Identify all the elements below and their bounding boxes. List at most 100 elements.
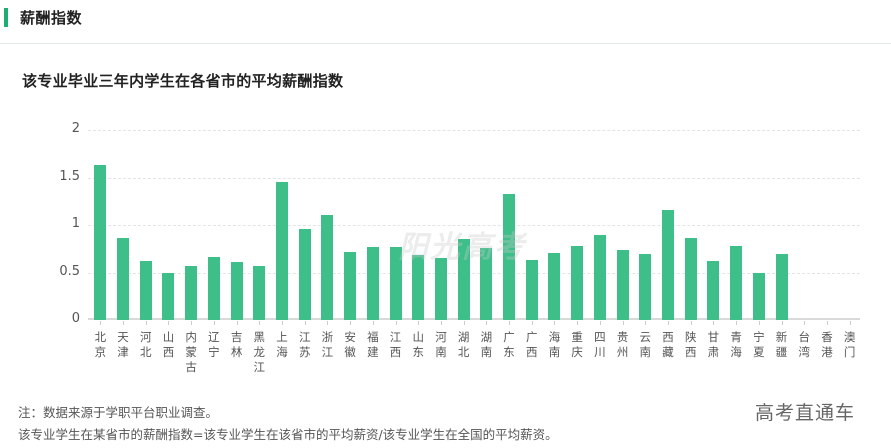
x-tick-label: 台湾 (798, 330, 810, 359)
x-tick-label: 安徽 (344, 330, 356, 359)
x-tick-label: 湖南 (480, 330, 493, 359)
x-tick-label: 山东 (412, 330, 424, 359)
x-tick-mark (168, 321, 170, 325)
x-tick-mark (531, 321, 533, 325)
x-tick-label: 陕西 (684, 330, 697, 359)
x-tick-mark (282, 321, 283, 325)
x-tick-mark (100, 321, 102, 325)
section-header: 薪酬指数 (0, 0, 891, 44)
bar[interactable] (707, 261, 720, 320)
bar[interactable] (366, 246, 379, 320)
gridline (88, 130, 860, 131)
bar[interactable] (593, 235, 606, 320)
x-tick-label: 黑龙江 (253, 330, 266, 374)
bar[interactable] (389, 246, 402, 320)
bar[interactable] (775, 254, 788, 320)
bar[interactable] (503, 193, 516, 320)
bar[interactable] (139, 261, 152, 320)
x-tick-mark (304, 321, 306, 325)
bar[interactable] (684, 238, 697, 320)
x-tick-mark (622, 321, 624, 325)
note-source: 注：数据来源于学职平台职业调查。 (18, 405, 219, 420)
bar[interactable] (662, 209, 674, 320)
y-tick-label: 2 (71, 121, 80, 136)
x-tick-mark (191, 321, 193, 325)
x-tick-label: 海南 (548, 330, 561, 359)
bar[interactable] (207, 257, 220, 320)
bar[interactable] (752, 272, 765, 320)
x-tick-label: 江西 (389, 330, 402, 359)
bar[interactable] (321, 214, 334, 320)
note-formula: 该专业学生在某省市的薪酬指数=该专业学生在该省市的平均薪资/该专业学生在全国的平… (18, 427, 558, 442)
bar[interactable] (117, 238, 130, 320)
bar[interactable] (730, 245, 743, 320)
x-tick-mark (509, 321, 511, 325)
x-tick-label: 广东 (503, 330, 515, 359)
y-tick-label: 0 (71, 311, 80, 326)
x-tick-label: 江苏 (298, 330, 311, 359)
x-tick-label: 内蒙古 (185, 330, 197, 374)
x-tick-mark (372, 321, 374, 325)
x-tick-mark (123, 321, 125, 325)
x-tick-label: 浙江 (321, 330, 334, 359)
x-tick-label: 福建 (367, 330, 379, 359)
bar[interactable] (94, 165, 107, 320)
bar[interactable] (616, 249, 629, 320)
bar[interactable] (298, 228, 311, 320)
x-tick-mark (804, 321, 806, 325)
watermark: 阳光高考 (398, 230, 526, 265)
x-tick-label: 山西 (162, 330, 175, 359)
x-tick-label: 西藏 (662, 330, 674, 359)
bar[interactable] (639, 254, 652, 320)
y-tick-label: 1.5 (59, 168, 80, 184)
bar[interactable] (434, 258, 447, 320)
x-tick-label: 澳门 (843, 330, 856, 359)
bar[interactable] (480, 247, 493, 320)
bar[interactable] (412, 255, 425, 320)
gridline (88, 177, 860, 179)
x-tick-mark (350, 321, 352, 325)
bar[interactable] (525, 260, 538, 320)
bar-chart-plot (88, 130, 860, 320)
x-tick-mark (713, 321, 715, 325)
x-tick-mark (259, 321, 261, 325)
bar[interactable] (230, 262, 243, 320)
x-tick-mark (668, 321, 669, 325)
x-tick-mark (236, 321, 238, 325)
x-tick-mark (327, 321, 329, 325)
x-tick-mark (826, 321, 828, 325)
x-tick-mark (599, 321, 601, 325)
bar[interactable] (571, 245, 584, 320)
x-tick-label: 河南 (435, 330, 447, 359)
x-tick-label: 新疆 (775, 330, 788, 359)
x-tick-mark (577, 321, 579, 325)
x-tick-label: 贵州 (616, 330, 629, 359)
section-accent-bar (4, 8, 8, 27)
x-tick-label: 甘肃 (707, 330, 720, 359)
x-tick-label: 天津 (117, 330, 129, 359)
chart-title: 该专业毕业三年内学生在各省市的平均薪酬指数 (22, 72, 344, 90)
bar[interactable] (344, 251, 357, 320)
x-tick-label: 广西 (526, 330, 538, 359)
section-title: 薪酬指数 (20, 9, 83, 27)
x-tick-label: 宁夏 (753, 330, 765, 359)
gridline (88, 225, 860, 226)
bar[interactable] (457, 239, 470, 320)
bar[interactable] (253, 265, 266, 320)
x-tick-label: 重庆 (571, 330, 583, 359)
x-tick-label: 上海 (276, 330, 288, 359)
y-tick-label: 1 (71, 216, 80, 231)
x-tick-mark (690, 321, 692, 325)
x-tick-mark (554, 321, 556, 325)
bar[interactable] (548, 252, 561, 320)
x-tick-label: 香港 (821, 330, 833, 359)
x-tick-mark (736, 321, 738, 325)
x-tick-label: 辽宁 (208, 330, 220, 359)
x-tick-mark (440, 321, 442, 325)
bar[interactable] (185, 265, 198, 320)
bar[interactable] (162, 273, 175, 320)
y-tick-label: 0.5 (59, 263, 80, 279)
brand-logo-text: 高考直通车 (755, 402, 856, 424)
bar[interactable] (276, 182, 288, 320)
x-tick-mark (213, 321, 215, 325)
